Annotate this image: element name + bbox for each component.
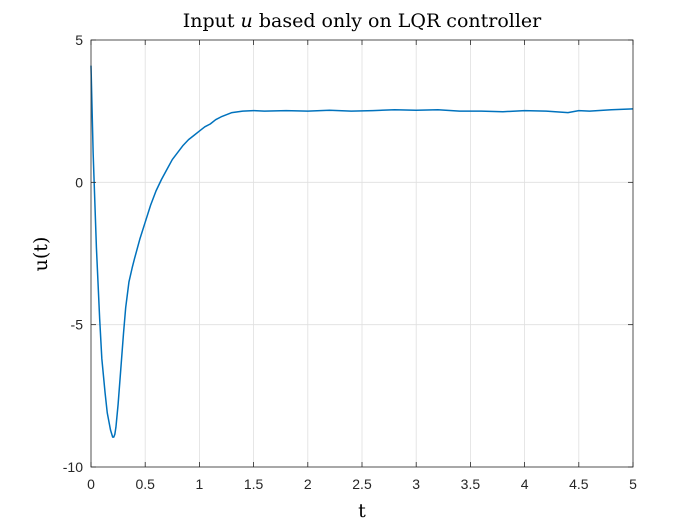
x-tick-label: 3.5 (461, 476, 481, 492)
x-tick-label: 4.5 (569, 476, 589, 492)
y-tick-label: -10 (63, 459, 83, 475)
x-tick-label: 2.5 (352, 476, 372, 492)
x-tick-label: 2 (304, 476, 312, 492)
y-axis-label: u(t) (30, 237, 52, 272)
title-variable: u (241, 10, 253, 32)
y-tick-label: 0 (75, 174, 83, 190)
chart-title: Input u based only on LQR controller (183, 10, 542, 32)
title-prefix: Input (183, 10, 241, 32)
y-tick-label: -5 (71, 317, 84, 333)
x-axis-label: t (358, 500, 366, 522)
x-tick-label: 1 (196, 476, 204, 492)
y-tick-label: 5 (75, 32, 83, 48)
title-suffix: based only on LQR controller (253, 10, 542, 32)
x-tick-label: 4 (521, 476, 529, 492)
x-tick-label: 0.5 (135, 476, 155, 492)
x-tick-label: 5 (629, 476, 637, 492)
series-line (90, 65, 634, 438)
x-tick-label: 0 (87, 476, 95, 492)
x-tick-label: 1.5 (244, 476, 264, 492)
x-tick-label: 3 (412, 476, 420, 492)
ticks: 0 0.5 1 1.5 2 2.5 3 3.5 4 4.5 5 -10 -5 0 5 (63, 32, 637, 492)
